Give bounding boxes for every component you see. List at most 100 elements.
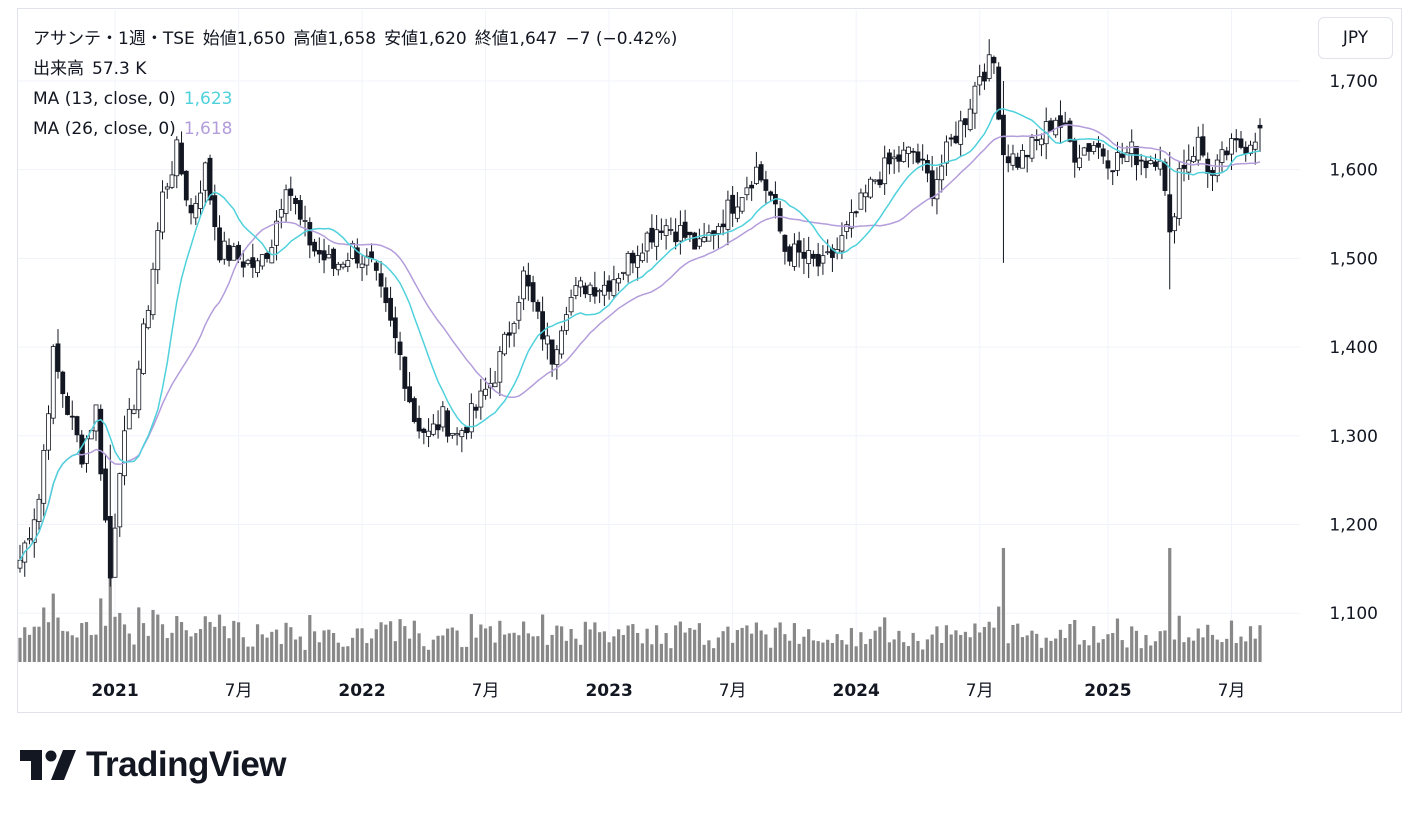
candle-down: [896, 154, 902, 162]
candle-up: [1172, 216, 1177, 232]
y-tick-label: 1,100: [1329, 604, 1378, 624]
volume-bar: [18, 637, 22, 662]
moving-averages: [19, 108, 1261, 561]
volume-bar: [702, 644, 706, 662]
volume-bar: [940, 642, 944, 662]
candle-up: [839, 235, 845, 252]
volume-bar: [522, 621, 526, 662]
volume-bar: [1239, 636, 1243, 662]
volume-bar: [42, 607, 46, 662]
volume-bar: [165, 638, 169, 662]
candle-down: [991, 56, 997, 64]
volume-bar: [1101, 639, 1105, 662]
candle-up: [145, 310, 151, 329]
candle-up: [1039, 138, 1044, 146]
candle-down: [982, 71, 987, 82]
candle-down: [877, 179, 883, 186]
candle-up: [169, 174, 175, 188]
volume-bar: [949, 634, 953, 662]
volume-bar: [944, 625, 949, 662]
candle-up: [625, 252, 631, 276]
volume-bar: [892, 639, 896, 662]
candle-down: [1096, 142, 1101, 148]
candle-up: [601, 284, 607, 296]
candle-down: [649, 227, 655, 243]
volume-bar: [659, 643, 663, 662]
candle-down: [321, 250, 327, 261]
candle-up: [986, 54, 992, 79]
candle-up: [454, 433, 460, 436]
candle-down: [1243, 146, 1249, 154]
volume-bar: [821, 642, 825, 662]
volume-bar: [32, 626, 36, 662]
candle-down: [1153, 161, 1158, 167]
change-value: −7 (−0.42%): [565, 29, 678, 49]
candle-down: [720, 223, 726, 228]
volume-bar: [545, 644, 549, 662]
volume-bar: [279, 643, 283, 662]
volume-bar: [498, 620, 502, 662]
volume-bar: [137, 607, 141, 662]
candle-up: [340, 263, 346, 268]
candle-down: [392, 317, 398, 339]
volume-bar: [308, 615, 312, 662]
chart-frame[interactable]: [17, 8, 1402, 713]
volume-bar: [764, 634, 768, 662]
ma13-value: 1,623: [183, 89, 233, 109]
tradingview-logo[interactable]: TradingView: [20, 745, 287, 785]
candle-down: [887, 152, 892, 165]
candle-down: [179, 142, 184, 175]
candle-up: [639, 252, 645, 262]
candle-down: [407, 386, 412, 403]
volume-bar: [469, 614, 473, 662]
candle-up: [1010, 153, 1016, 166]
currency-button[interactable]: JPY: [1318, 17, 1393, 59]
volume-bar: [274, 629, 279, 662]
volume-bar: [1030, 630, 1034, 662]
candle-down: [240, 261, 246, 268]
volume-bar: [417, 633, 421, 662]
volume-bar: [412, 620, 416, 662]
candle-down: [107, 516, 113, 579]
volume-bar: [1149, 645, 1153, 662]
candle-down: [687, 231, 693, 236]
candle-down: [730, 194, 736, 214]
volume-bar: [502, 634, 507, 662]
candle-up: [440, 406, 446, 428]
close-value: 終値1,647: [474, 29, 558, 49]
volume-bar: [455, 630, 459, 662]
candle-up: [150, 268, 156, 316]
candle-down: [692, 232, 698, 250]
volume-bar: [80, 623, 84, 662]
x-tick-label: 2025: [1084, 681, 1131, 701]
volume-bar: [759, 630, 763, 662]
volume-bar: [1073, 619, 1077, 662]
candle-up: [511, 323, 517, 334]
y-tick-label: 1,200: [1329, 516, 1378, 536]
candle-up: [497, 351, 503, 383]
candle-down: [1048, 120, 1054, 132]
volume-bar: [726, 626, 730, 662]
volume-bar: [1210, 634, 1215, 662]
candle-down: [297, 200, 303, 220]
candle-down: [445, 410, 450, 437]
volume-bar: [298, 636, 302, 662]
volume-bar: [1125, 647, 1129, 662]
volume-bar: [393, 641, 397, 662]
volume-bar: [1063, 638, 1067, 662]
volume-bar: [1035, 633, 1039, 662]
volume-bar: [754, 622, 758, 662]
volume-bar: [1215, 639, 1219, 662]
candle-down: [953, 135, 959, 144]
volume-bars: [18, 548, 1262, 662]
candle-up: [426, 430, 431, 437]
volume-bar: [303, 649, 307, 662]
volume-bar: [693, 629, 697, 662]
volume-bar: [636, 632, 640, 662]
candle-down: [1034, 139, 1040, 141]
candle-down: [331, 248, 336, 269]
candle-up: [1091, 145, 1097, 152]
candle-down: [1143, 160, 1149, 169]
volume-bar: [108, 548, 112, 662]
